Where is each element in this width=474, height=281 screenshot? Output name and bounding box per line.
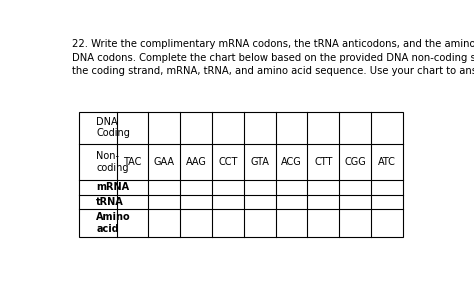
Text: ACG: ACG [281, 157, 302, 167]
Text: ATC: ATC [378, 157, 396, 167]
Text: GAA: GAA [154, 157, 175, 167]
Text: CTT: CTT [314, 157, 332, 167]
Text: DNA
Coding: DNA Coding [96, 117, 130, 139]
Text: GTA: GTA [250, 157, 269, 167]
Text: mRNA: mRNA [96, 182, 129, 192]
Text: Non-
coding: Non- coding [96, 151, 128, 173]
Bar [80, 112, 403, 237]
Text: AAG: AAG [186, 157, 207, 167]
Text: Amino
acid: Amino acid [96, 212, 131, 234]
Text: tRNA: tRNA [96, 197, 124, 207]
Text: CGG: CGG [344, 157, 366, 167]
Text: TAC: TAC [123, 157, 142, 167]
Text: CCT: CCT [218, 157, 237, 167]
Text: 22. Write the complimentary mRNA codons, the tRNA anticodons, and the amino acid: 22. Write the complimentary mRNA codons,… [72, 39, 474, 76]
